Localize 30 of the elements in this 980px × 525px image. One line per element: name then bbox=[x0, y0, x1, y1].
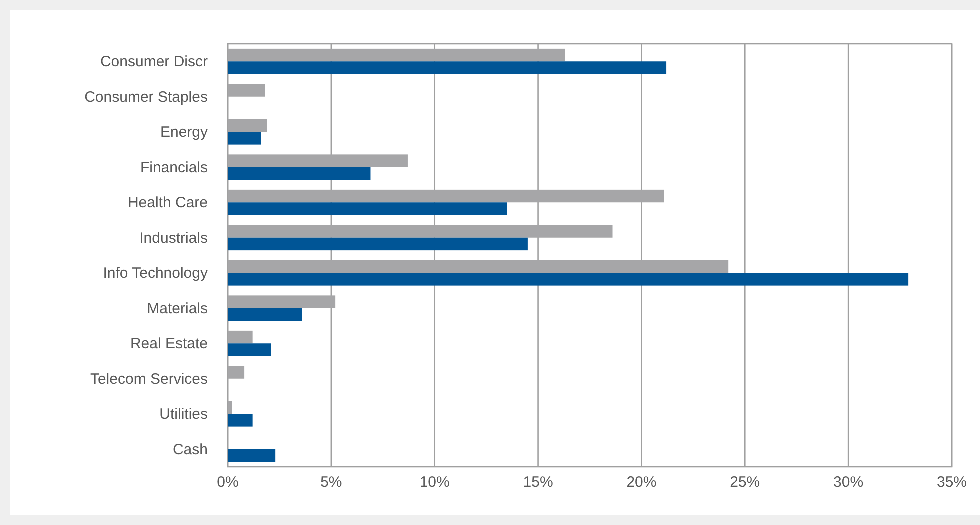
y-tick-label: Consumer Discr bbox=[100, 54, 208, 71]
bar bbox=[228, 132, 262, 145]
x-tick-label: 10% bbox=[420, 474, 450, 491]
y-tick-label: Energy bbox=[160, 124, 208, 142]
x-tick-label: 30% bbox=[834, 474, 864, 491]
bar bbox=[228, 167, 371, 180]
bar bbox=[228, 414, 253, 427]
y-tick-label: Utilities bbox=[160, 406, 208, 424]
y-tick-label: Materials bbox=[147, 300, 208, 318]
y-tick-label: Financials bbox=[140, 159, 208, 176]
x-tick-label: 35% bbox=[936, 474, 968, 491]
bar bbox=[228, 238, 528, 251]
y-tick-label: Real Estate bbox=[130, 336, 208, 353]
y-tick-label: Industrials bbox=[140, 230, 208, 247]
y-tick-label: Telecom Services bbox=[90, 370, 208, 388]
x-tick-label: 25% bbox=[730, 474, 760, 491]
x-tick-label: 15% bbox=[523, 474, 554, 491]
bar bbox=[228, 308, 302, 322]
x-tick-label: 20% bbox=[626, 474, 657, 491]
x-tick-label: 5% bbox=[320, 474, 342, 491]
y-tick-label: Cash bbox=[172, 441, 208, 458]
y-tick-label: Consumer Staples bbox=[84, 88, 208, 106]
bar bbox=[228, 62, 667, 74]
y-tick-label: Info Technology bbox=[103, 265, 208, 282]
x-tick-label: 0% bbox=[217, 474, 239, 491]
bar bbox=[228, 202, 508, 216]
bar bbox=[228, 273, 909, 286]
bar bbox=[228, 344, 272, 356]
y-tick-label: Health Care bbox=[128, 194, 208, 212]
bar bbox=[228, 449, 276, 462]
